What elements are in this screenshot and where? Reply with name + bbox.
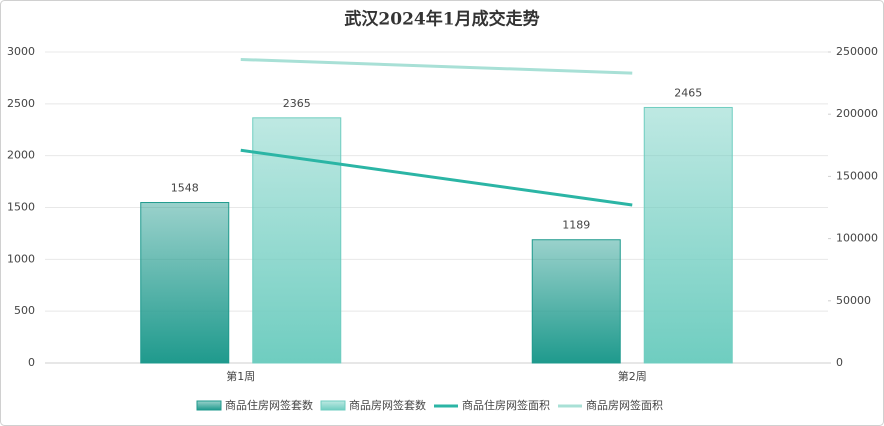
y2-tick-label: 100000 xyxy=(836,232,878,245)
legend-label: 商品房网签面积 xyxy=(586,398,663,412)
y-tick-label: 0 xyxy=(28,356,35,369)
y-tick-label: 2000 xyxy=(7,149,35,162)
y-tick-label: 2500 xyxy=(7,97,35,110)
legend-swatch xyxy=(196,400,222,411)
y2-tick-label: 50000 xyxy=(836,294,871,307)
legend-label: 商品房网签套数 xyxy=(349,398,426,412)
y-tick-label: 500 xyxy=(14,304,35,317)
bar xyxy=(140,202,230,364)
data-label: 2365 xyxy=(283,97,311,110)
legend-label: 商品住房网签套数 xyxy=(225,398,313,412)
data-label: 1548 xyxy=(171,182,199,195)
bar xyxy=(643,106,733,364)
line xyxy=(240,57,633,75)
data-label: 2465 xyxy=(674,86,702,99)
legend-swatch xyxy=(320,400,346,411)
data-label: 1189 xyxy=(562,219,590,232)
y2-tick-label: 200000 xyxy=(836,107,878,120)
y2-tick-label: 150000 xyxy=(836,169,878,182)
y-tick-label: 1000 xyxy=(7,252,35,265)
y2-tick-label: 250000 xyxy=(836,45,878,58)
x-tick-label: 第2周 xyxy=(618,369,647,383)
chart-title: 武汉2024年1月成交走势 xyxy=(344,9,539,30)
line xyxy=(240,148,633,207)
bar xyxy=(531,239,621,364)
legend-label: 商品住房网签面积 xyxy=(462,398,550,412)
y2-tick-label: 0 xyxy=(836,356,843,369)
y-tick-label: 1500 xyxy=(7,201,35,214)
y-tick-label: 3000 xyxy=(7,45,35,58)
x-tick-label: 第1周 xyxy=(226,369,255,383)
